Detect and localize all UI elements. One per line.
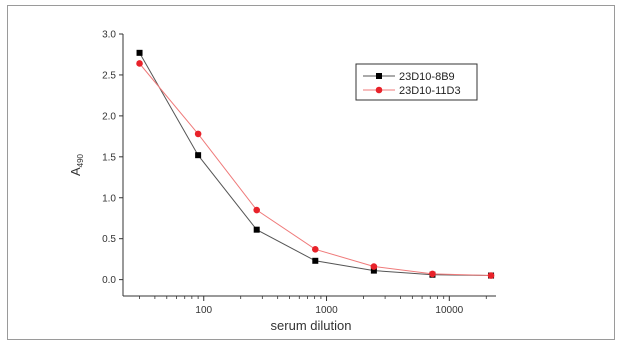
y-axis-title: A490 (68, 153, 85, 176)
x-axis-title: serum dilution (271, 318, 352, 333)
y-tick-label: 2.0 (102, 111, 116, 122)
data-point-circle (311, 246, 319, 253)
data-point-circle (429, 270, 436, 278)
y-tick-label: 2.5 (102, 70, 116, 81)
legend-label: 23D10-11D3 (399, 85, 461, 97)
data-point-circle (253, 206, 261, 214)
data-point-circle (487, 272, 495, 279)
x-tick-label: 10000 (435, 305, 463, 316)
legend-marker-circle (375, 86, 383, 94)
y-axis-title-subscript: 490 (76, 153, 85, 167)
chart-frame (7, 5, 615, 340)
data-point-circle (370, 263, 378, 270)
data-point-square (195, 152, 202, 159)
data-point-square (253, 226, 260, 233)
y-axis-title-main: A (68, 167, 83, 176)
data-point-square (136, 49, 143, 56)
legend-label: 23D10-8B9 (399, 71, 455, 83)
data-point-square (370, 267, 377, 274)
y-tick-label: 0.5 (102, 234, 116, 245)
y-tick-label: 1.0 (102, 193, 116, 204)
y-tick-label: 3.0 (102, 30, 116, 41)
legend-box (355, 63, 478, 101)
data-point-square (312, 257, 319, 264)
axes (122, 34, 496, 297)
legend-marker-square (376, 73, 382, 79)
series-markers (136, 49, 495, 279)
y-tick-label: 1.5 (102, 152, 116, 163)
y-tick-label: 0.0 (102, 275, 116, 286)
legend: 23D10-8B9 23D10-11D3 (355, 63, 478, 101)
data-point-circle (194, 130, 202, 138)
x-tick-label: 1000 (315, 305, 338, 316)
ticks: 0.0 0.5 1.0 1.5 2.0 2.5 3.0 100 1000 10000 (102, 30, 487, 316)
data-point-circle (136, 60, 143, 67)
x-tick-label: 100 (195, 305, 212, 316)
